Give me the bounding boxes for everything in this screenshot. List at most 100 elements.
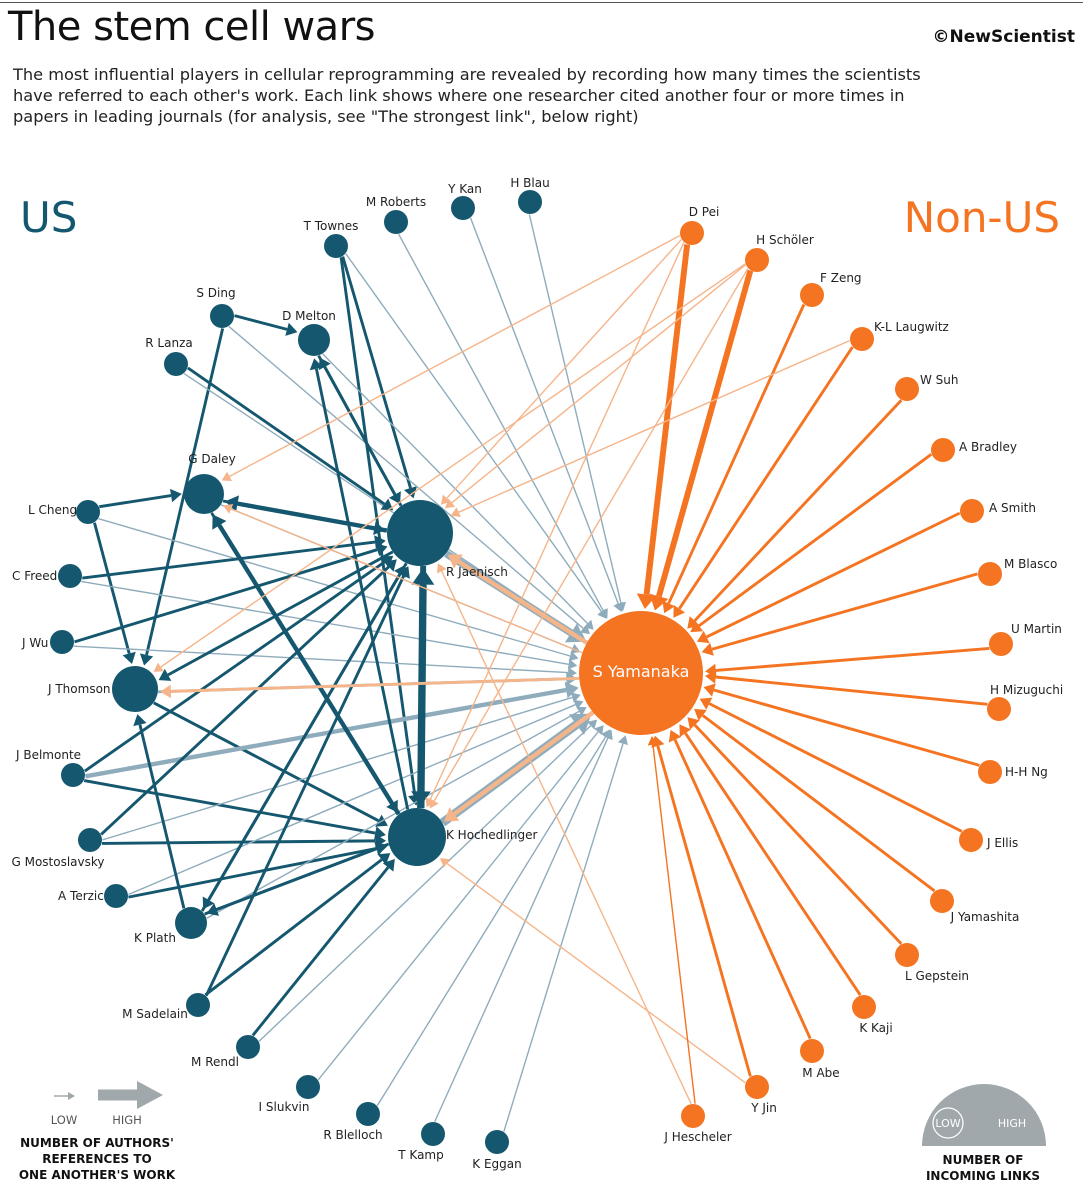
citation-link <box>715 647 990 672</box>
citation-link <box>167 550 394 677</box>
node-label-gdaley: G Daley <box>188 452 236 466</box>
citation-link <box>458 339 850 513</box>
node-jbelmonte <box>61 763 85 787</box>
citation-link <box>503 743 624 1132</box>
node-aterzic <box>104 884 128 908</box>
node-label-klaugwitz: K-L Laugwitz <box>874 320 949 334</box>
node-jhescheler <box>681 1104 705 1128</box>
node-jellis <box>959 828 983 852</box>
citation-arrowhead <box>375 543 388 557</box>
node-label-rjaenisch: R Jaenisch <box>446 565 508 579</box>
citation-link <box>341 256 412 489</box>
citation-arrowhead <box>380 498 394 511</box>
citation-link <box>715 675 988 706</box>
citation-link <box>187 366 386 506</box>
labels-layer: M Roberts Y Kan H Blau T Townes S Ding D Melt… <box>11 176 1063 1171</box>
citation-link <box>234 314 288 331</box>
citation-arrowhead <box>597 608 607 619</box>
node-lcheng <box>76 500 100 524</box>
node-label-tkamp: T Kamp <box>397 1148 443 1162</box>
citation-arrowhead <box>573 699 584 710</box>
citation-link <box>317 731 599 1081</box>
citation-link <box>217 524 401 816</box>
citation-arrowhead <box>285 322 298 336</box>
citation-link <box>138 724 186 909</box>
citation-arrowhead <box>705 670 717 684</box>
node-label-syamanaka: S Yamanaka <box>593 662 690 681</box>
citation-arrowhead <box>403 486 418 499</box>
citation-arrowhead <box>593 725 604 736</box>
node-label-cfreed: C Freed <box>12 569 57 583</box>
citation-link <box>84 560 386 773</box>
citation-link <box>376 736 607 1107</box>
node-label-hscholer: H Schöler <box>756 233 814 247</box>
citation-link <box>678 346 854 610</box>
node-label-msadelain: M Sadelain <box>122 1007 188 1021</box>
node-jthomson <box>112 666 158 712</box>
node-label-mblasco: M Blasco <box>1004 557 1057 571</box>
legend-high-label: HIGH <box>112 1113 142 1127</box>
citation-link <box>99 494 172 509</box>
nodes-layer <box>50 190 1013 1154</box>
citation-arrowhead <box>615 601 627 612</box>
node-label-fzeng: F Zeng <box>820 271 862 285</box>
citation-link <box>701 714 936 893</box>
legend-incoming: LOW HIGH NUMBER OF INCOMING LINKS <box>922 1084 1046 1183</box>
node-dpei <box>680 221 704 245</box>
node-label-mabe: M Abe <box>802 1066 839 1080</box>
citation-link <box>656 269 754 598</box>
citation-link <box>128 847 377 899</box>
citation-arrowhead <box>225 495 240 512</box>
node-label-khoch: K Hochedlinger <box>446 828 538 842</box>
citation-link <box>711 572 978 651</box>
node-label-kkaji: K Kaji <box>859 1021 892 1035</box>
node-label-jthomson: J Thomson <box>47 682 111 696</box>
citation-link <box>85 687 567 779</box>
brand-logo: ©NewScientist <box>932 27 1075 47</box>
citation-link <box>434 737 609 1122</box>
node-syamanaka <box>579 611 703 735</box>
legend-links-low-label: LOW <box>935 1117 960 1130</box>
node-label-asmith: A Smith <box>989 501 1036 515</box>
node-label-islukvin: I Slukvin <box>259 1100 310 1114</box>
citation-arrowhead <box>384 559 397 572</box>
citation-arrowhead <box>699 697 713 710</box>
citation-link <box>230 508 583 654</box>
node-yjin <box>745 1075 769 1099</box>
legend-high-arrowhead <box>137 1081 163 1109</box>
node-dmelton <box>298 324 330 356</box>
node-label-hhng: H-H Ng <box>1005 765 1048 779</box>
citation-arrowhead <box>568 650 579 662</box>
citation-link <box>228 325 584 629</box>
citation-link <box>204 858 383 997</box>
citation-link <box>160 263 746 668</box>
citation-link <box>652 744 696 1104</box>
citation-link <box>457 559 588 645</box>
citation-link <box>153 701 380 822</box>
node-rlanza <box>164 352 188 376</box>
node-rblelloch <box>356 1102 380 1126</box>
node-label-umartin: U Martin <box>1011 622 1062 636</box>
citation-arrowhead <box>439 858 451 868</box>
node-lgepstein <box>895 943 919 967</box>
citation-link <box>708 702 963 833</box>
citation-arrowhead <box>447 554 463 569</box>
citation-link <box>451 264 746 504</box>
citation-link <box>469 217 619 604</box>
citation-arrowhead <box>583 619 594 630</box>
citation-arrowhead <box>690 620 704 633</box>
citation-arrowhead <box>444 807 460 822</box>
node-label-ttownes: T Townes <box>303 219 359 233</box>
node-label-hblau: H Blau <box>510 176 549 190</box>
citation-link <box>417 584 427 809</box>
citation-arrowhead <box>397 566 410 579</box>
node-label-jellis: J Ellis <box>986 836 1018 850</box>
node-khoch <box>388 808 446 866</box>
citation-arrowhead <box>436 563 447 574</box>
citation-arrowhead <box>377 853 391 866</box>
citation-link <box>693 399 903 622</box>
citation-link <box>93 522 131 654</box>
citation-arrowhead <box>668 729 682 743</box>
citation-arrowhead <box>429 798 439 809</box>
